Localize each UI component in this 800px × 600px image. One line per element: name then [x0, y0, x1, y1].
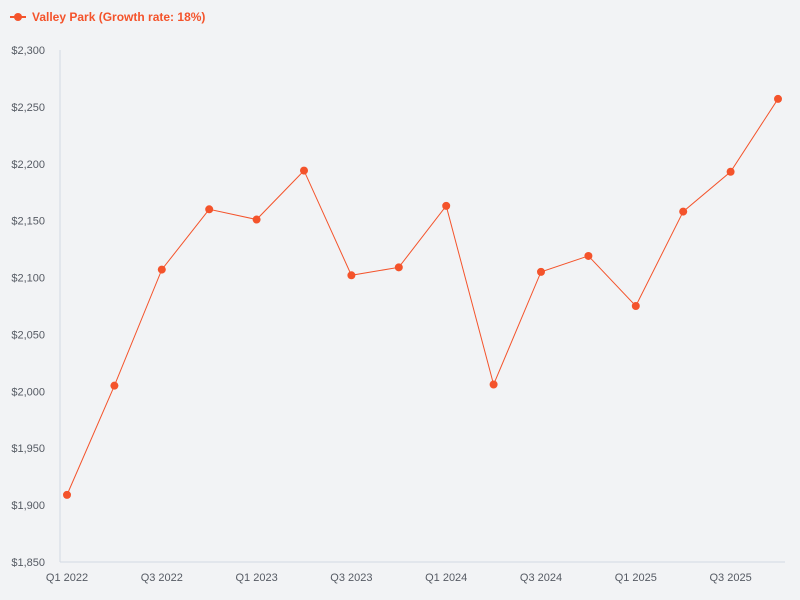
data-point	[63, 490, 71, 499]
data-point	[679, 207, 688, 216]
data-point	[726, 167, 735, 176]
y-tick-label: $1,950	[11, 443, 45, 455]
x-tick-label: Q1 2024	[425, 572, 467, 584]
data-point	[631, 302, 640, 310]
data-point	[110, 381, 119, 390]
y-tick-label: $1,900	[11, 500, 45, 512]
x-tick-label: Q3 2024	[520, 572, 562, 584]
x-tick-label: Q1 2023	[235, 572, 277, 584]
y-tick-label: $2,050	[11, 329, 45, 341]
x-tick-label: Q3 2023	[330, 572, 372, 584]
y-tick-label: $1,850	[11, 557, 45, 569]
y-tick-label: $2,250	[11, 102, 45, 114]
y-tick-label: $2,000	[11, 386, 45, 398]
data-point	[442, 201, 451, 210]
y-tick-label: $2,300	[11, 45, 45, 57]
data-point	[347, 271, 356, 280]
x-tick-label: Q1 2022	[46, 572, 88, 584]
y-tick-label: $2,150	[11, 216, 45, 228]
legend-dot	[14, 13, 22, 21]
data-point	[489, 380, 498, 389]
legend-label: Valley Park (Growth rate: 18%)	[32, 10, 206, 24]
x-tick-label: Q1 2025	[615, 572, 657, 584]
data-point	[300, 166, 308, 175]
line-with-circle-marker-icon	[10, 9, 26, 25]
data-point	[774, 94, 782, 103]
data-point	[394, 263, 403, 272]
series-line	[66, 98, 779, 496]
data-point	[537, 267, 545, 276]
data-point	[252, 215, 261, 224]
data-point	[584, 251, 593, 260]
x-tick-label: Q3 2025	[709, 572, 751, 584]
y-tick-label: $2,200	[11, 159, 45, 171]
y-tick-label: $2,100	[11, 273, 45, 285]
legend[interactable]: Valley Park (Growth rate: 18%)	[10, 9, 205, 25]
data-point	[205, 205, 214, 214]
x-tick-label: Q3 2022	[141, 572, 183, 584]
data-point	[157, 265, 166, 274]
